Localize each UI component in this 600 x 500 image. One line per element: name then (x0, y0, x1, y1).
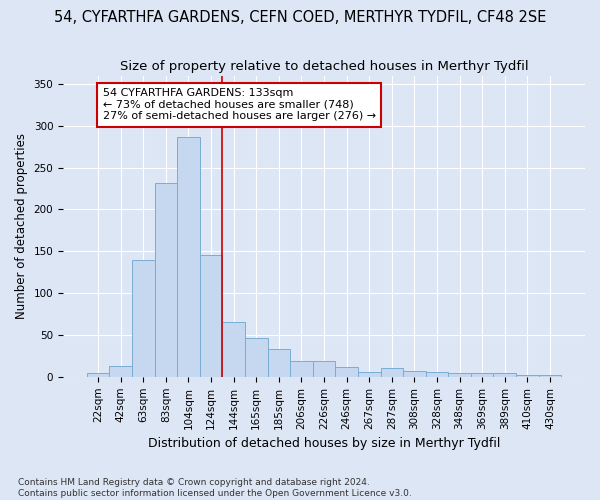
Bar (358, 372, 380, 377)
Bar (539, 375, 561, 377)
Bar (155, 182, 177, 377)
Bar (448, 374, 471, 377)
Bar (177, 136, 200, 377)
Bar (223, 322, 245, 377)
Bar (268, 349, 290, 377)
Bar (516, 375, 539, 377)
Bar (132, 260, 155, 377)
Bar (87, 372, 109, 377)
Y-axis label: Number of detached properties: Number of detached properties (15, 133, 28, 319)
Text: 54 CYFARTHFA GARDENS: 133sqm
← 73% of detached houses are smaller (748)
27% of s: 54 CYFARTHFA GARDENS: 133sqm ← 73% of de… (103, 88, 376, 122)
Bar (403, 371, 425, 377)
Bar (380, 368, 403, 377)
X-axis label: Distribution of detached houses by size in Merthyr Tydfil: Distribution of detached houses by size … (148, 437, 500, 450)
Title: Size of property relative to detached houses in Merthyr Tydfil: Size of property relative to detached ho… (120, 60, 529, 73)
Bar (290, 361, 313, 377)
Bar (109, 366, 132, 377)
Bar (200, 256, 223, 377)
Bar (313, 361, 335, 377)
Bar (493, 374, 516, 377)
Text: 54, CYFARTHFA GARDENS, CEFN COED, MERTHYR TYDFIL, CF48 2SE: 54, CYFARTHFA GARDENS, CEFN COED, MERTHY… (54, 10, 546, 25)
Bar (245, 338, 268, 377)
Bar (425, 372, 448, 377)
Bar (471, 374, 493, 377)
Bar (335, 367, 358, 377)
Text: Contains HM Land Registry data © Crown copyright and database right 2024.
Contai: Contains HM Land Registry data © Crown c… (18, 478, 412, 498)
